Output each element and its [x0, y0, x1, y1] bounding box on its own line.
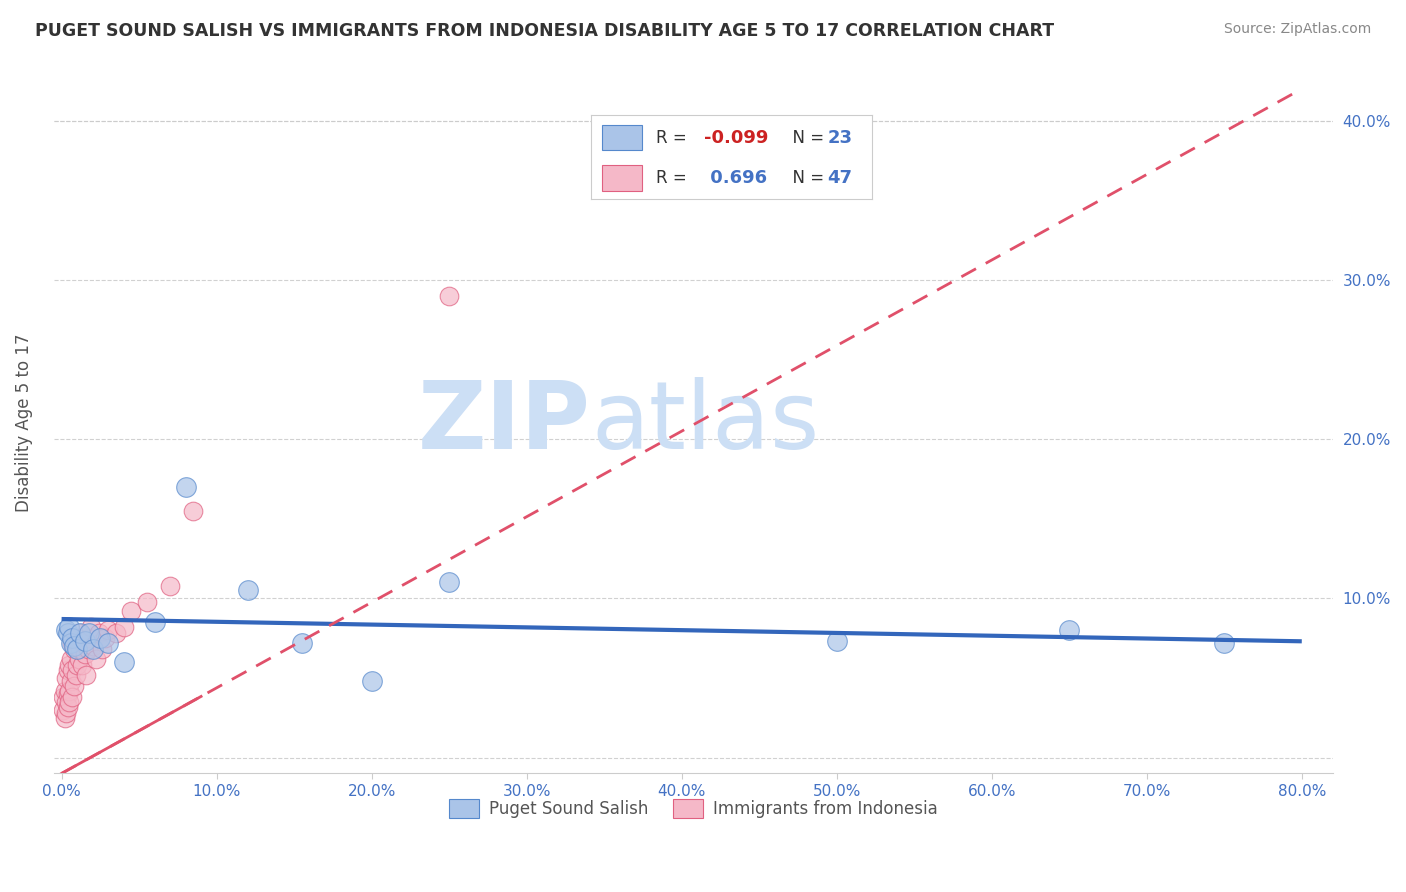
Point: [66, 658, 89, 673]
Point: [52, 703, 75, 717]
Point: [82, 642, 104, 657]
Point: [62, 663, 84, 677]
Point: [75, 667, 97, 681]
Point: [80, 620, 103, 634]
Point: [79, 631, 101, 645]
Point: [59, 636, 82, 650]
Point: [56, 663, 79, 677]
Point: [143, 615, 166, 630]
Point: [1057, 623, 1080, 637]
Point: [62, 636, 84, 650]
Point: [291, 636, 314, 650]
Text: PUGET SOUND SALISH VS IMMIGRANTS FROM INDONESIA DISABILITY AGE 5 TO 17 CORRELATI: PUGET SOUND SALISH VS IMMIGRANTS FROM IN…: [35, 22, 1054, 40]
Point: [55, 706, 77, 720]
Point: [73, 634, 96, 648]
Point: [97, 623, 120, 637]
Point: [67, 626, 90, 640]
Legend: Puget Sound Salish, Immigrants from Indonesia: Puget Sound Salish, Immigrants from Indo…: [441, 792, 945, 824]
Point: [84, 652, 107, 666]
Point: [63, 679, 86, 693]
Point: [56, 699, 79, 714]
Text: ZIP: ZIP: [418, 377, 591, 469]
Point: [52, 690, 75, 704]
Point: [159, 578, 181, 592]
Point: [69, 626, 91, 640]
Point: [94, 631, 117, 645]
Point: [112, 620, 135, 634]
Point: [69, 642, 91, 657]
Point: [65, 667, 87, 681]
Point: [87, 626, 110, 640]
Point: [97, 636, 120, 650]
Point: [56, 626, 79, 640]
Point: [104, 626, 127, 640]
Point: [437, 289, 460, 303]
Point: [63, 639, 86, 653]
Text: atlas: atlas: [591, 377, 820, 469]
Point: [360, 674, 382, 689]
Point: [55, 623, 77, 637]
Point: [58, 683, 80, 698]
Text: Source: ZipAtlas.com: Source: ZipAtlas.com: [1223, 22, 1371, 37]
Point: [58, 620, 80, 634]
Point: [55, 671, 77, 685]
Point: [53, 683, 76, 698]
Point: [58, 695, 80, 709]
Point: [77, 642, 100, 657]
Point: [59, 652, 82, 666]
Point: [89, 631, 111, 645]
Point: [120, 604, 142, 618]
Point: [73, 647, 96, 661]
Point: [66, 642, 89, 657]
Point: [56, 687, 79, 701]
Point: [825, 634, 848, 648]
Point: [67, 652, 90, 666]
Point: [53, 711, 76, 725]
Point: [174, 480, 197, 494]
Point: [135, 594, 157, 608]
Point: [437, 575, 460, 590]
Point: [66, 631, 89, 645]
Point: [70, 658, 93, 673]
Point: [79, 626, 101, 640]
Point: [65, 639, 87, 653]
Point: [59, 674, 82, 689]
Point: [72, 636, 94, 650]
Y-axis label: Disability Age 5 to 17: Disability Age 5 to 17: [15, 334, 32, 513]
Point: [90, 642, 112, 657]
Point: [1213, 636, 1236, 650]
Point: [183, 504, 205, 518]
Point: [236, 583, 259, 598]
Point: [62, 631, 84, 645]
Point: [82, 639, 104, 653]
Point: [62, 690, 84, 704]
Point: [55, 695, 77, 709]
Point: [112, 655, 135, 669]
Point: [63, 642, 86, 657]
Point: [58, 658, 80, 673]
